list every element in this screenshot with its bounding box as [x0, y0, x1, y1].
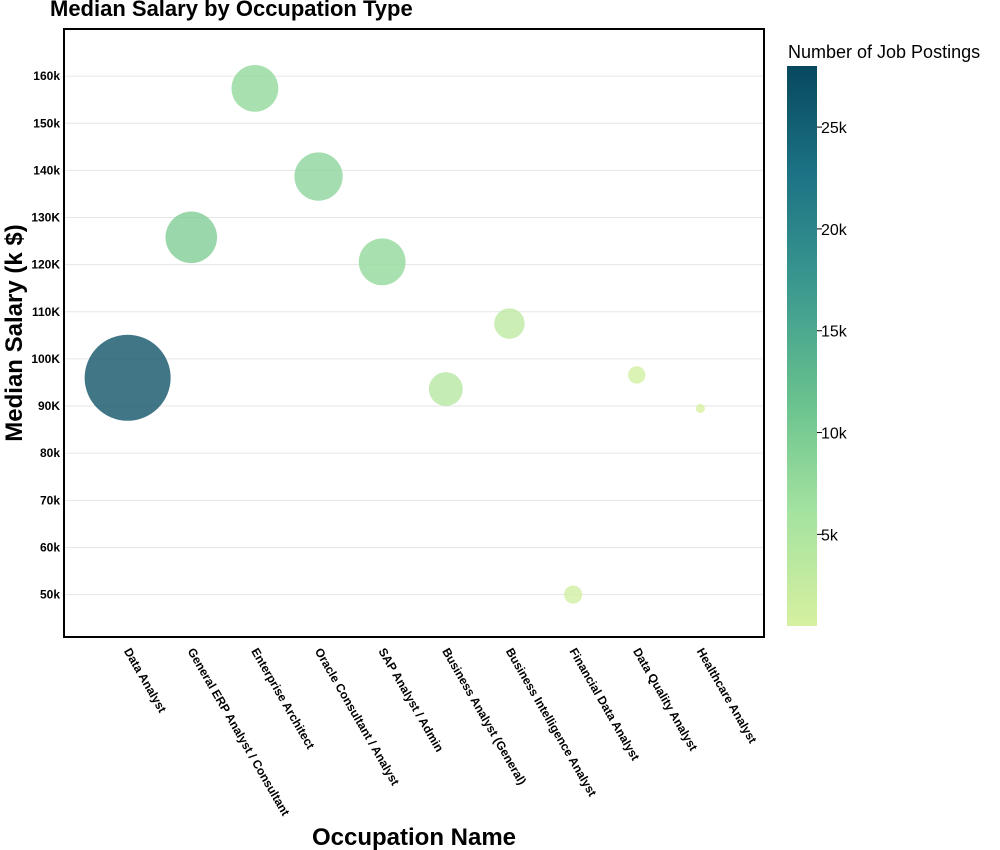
- y-tick-label: 60k: [40, 540, 60, 554]
- colorbar-tick-label: 15k: [821, 324, 848, 341]
- grid: [64, 75, 764, 596]
- y-tick-label: 100K: [31, 352, 60, 366]
- bubble: [695, 403, 705, 413]
- colorbar-title: Number of Job Postings: [788, 42, 980, 62]
- bubbles: [84, 64, 705, 604]
- colorbar: [787, 66, 817, 626]
- x-tick-label: Healthcare Analyst: [694, 646, 760, 746]
- x-tick-label: Enterprise Architect: [248, 646, 317, 752]
- colorbar-tick-label: 20k: [821, 222, 848, 239]
- y-tick-label: 110K: [32, 305, 60, 319]
- colorbar-ticks: 5k 10k 15k 20k 25k: [817, 120, 848, 544]
- colorbar-tick-label: 25k: [821, 120, 848, 137]
- bubble: [165, 211, 218, 264]
- x-tick-label: Financial Data Analyst: [566, 646, 642, 764]
- y-tick-labels: 50k 60k 70k 80k 90K 100K 110K 120K 130K 140k 150k 1…: [31, 69, 60, 601]
- y-tick-label: 160k: [33, 69, 60, 83]
- bubble: [84, 334, 171, 421]
- plot-frame: [63, 28, 765, 638]
- bubble: [428, 372, 463, 407]
- y-tick-label: 90K: [38, 399, 60, 413]
- y-tick-label: 130K: [31, 211, 60, 225]
- colorbar-tick-label: 10k: [821, 426, 848, 443]
- y-tick-label: 70k: [40, 493, 60, 507]
- y-tick-label: 80k: [40, 446, 60, 460]
- y-tick-label: 140k: [33, 163, 60, 177]
- y-tick-label: 50k: [40, 588, 60, 602]
- y-tick-label: 150k: [33, 116, 60, 130]
- colorbar-tick-label: 5k: [821, 527, 839, 544]
- bubble: [628, 366, 646, 384]
- y-tick-label: 120K: [31, 258, 60, 272]
- x-tick-label: Data Quality Analyst: [630, 646, 700, 754]
- y-axis-title: Median Salary (k $): [1, 224, 28, 441]
- x-axis-title: Occupation Name: [312, 824, 516, 850]
- bubble: [294, 152, 343, 201]
- bubble: [358, 238, 406, 286]
- x-tick-label: Data Analyst: [121, 646, 169, 716]
- x-tick-labels: Data Analyst General ERP Analyst / Consul…: [121, 646, 760, 819]
- bubble: [564, 585, 583, 604]
- bubble: [494, 308, 525, 339]
- bubble: [231, 64, 279, 112]
- x-tick-label: SAP Analyst / Admin: [376, 646, 447, 755]
- chart-title: Median Salary by Occupation Type: [50, 0, 413, 21]
